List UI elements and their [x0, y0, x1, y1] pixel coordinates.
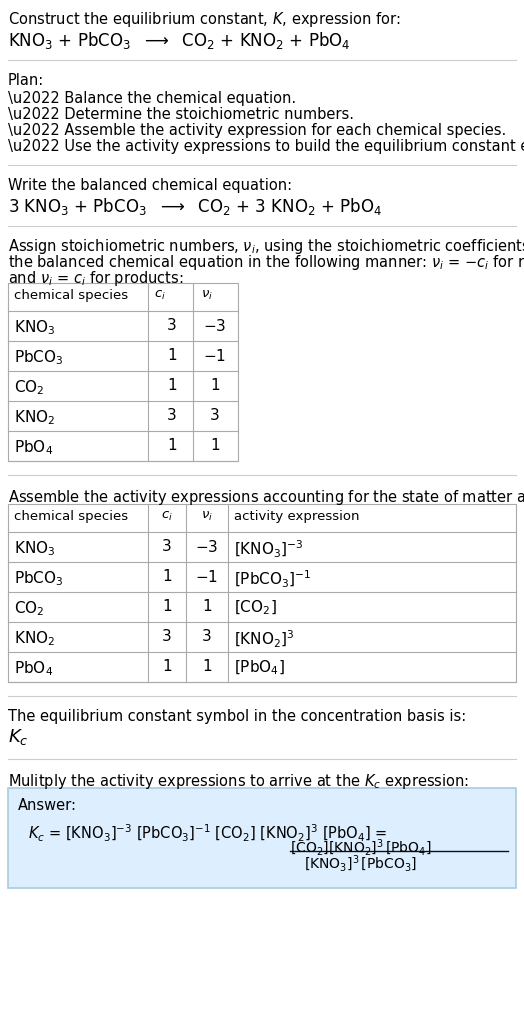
Text: 1: 1	[162, 599, 172, 614]
Text: $\mathit{\nu}_i$: $\mathit{\nu}_i$	[201, 510, 213, 523]
Text: 1: 1	[167, 348, 177, 363]
Text: $[\mathregular{PbO_4}]$: $[\mathregular{PbO_4}]$	[234, 659, 285, 677]
Text: chemical species: chemical species	[14, 510, 128, 523]
Text: 1: 1	[162, 659, 172, 674]
Text: $[\mathregular{PbCO_3}]^{-1}$: $[\mathregular{PbCO_3}]^{-1}$	[234, 569, 312, 590]
Text: $\mathit{K}_c$ = $[\mathregular{KNO_3}]^{-3}$ $[\mathregular{PbCO_3}]^{-1}$ $[\m: $\mathit{K}_c$ = $[\mathregular{KNO_3}]^…	[28, 823, 388, 844]
Text: \u2022 Balance the chemical equation.: \u2022 Balance the chemical equation.	[8, 91, 296, 106]
Text: 3: 3	[202, 629, 212, 644]
Text: $-$3: $-$3	[195, 539, 219, 555]
Text: $-$3: $-$3	[203, 318, 227, 334]
Text: $[\mathregular{CO_2}][\mathregular{KNO_2}]^3\,[\mathregular{PbO_4}]$: $[\mathregular{CO_2}][\mathregular{KNO_2…	[290, 838, 432, 858]
Bar	[8, 283, 238, 461]
Text: $\mathregular{CO_2}$: $\mathregular{CO_2}$	[14, 378, 45, 397]
Text: 3: 3	[210, 408, 220, 423]
Text: \u2022 Use the activity expressions to build the equilibrium constant expression: \u2022 Use the activity expressions to b…	[8, 139, 524, 154]
Text: $[\mathregular{KNO_2}]^3$: $[\mathregular{KNO_2}]^3$	[234, 629, 294, 650]
Text: Mulitply the activity expressions to arrive at the $\mathit{K}_c$ expression:: Mulitply the activity expressions to arr…	[8, 772, 469, 791]
Text: Assemble the activity expressions accounting for the state of matter and $\mathi: Assemble the activity expressions accoun…	[8, 488, 524, 507]
Text: Construct the equilibrium constant, $\mathit{K}$, expression for:: Construct the equilibrium constant, $\ma…	[8, 10, 401, 29]
Text: 1: 1	[167, 438, 177, 453]
Text: 1: 1	[210, 438, 220, 453]
Text: $-$1: $-$1	[203, 348, 226, 364]
Text: $\mathregular{PbCO_3}$: $\mathregular{PbCO_3}$	[14, 348, 63, 367]
Text: Write the balanced chemical equation:: Write the balanced chemical equation:	[8, 178, 292, 193]
Text: Assign stoichiometric numbers, $\mathit{\nu}_i$, using the stoichiometric coeffi: Assign stoichiometric numbers, $\mathit{…	[8, 237, 524, 256]
Text: 1: 1	[202, 599, 212, 614]
Text: 3: 3	[167, 408, 177, 423]
Bar	[8, 504, 516, 682]
Text: the balanced chemical equation in the following manner: $\mathit{\nu}_i$ = $-\ma: the balanced chemical equation in the fo…	[8, 253, 524, 272]
Text: $\mathregular{KNO_3}$: $\mathregular{KNO_3}$	[14, 318, 56, 337]
Text: $-$1: $-$1	[195, 569, 219, 585]
Text: 3 $\mathregular{KNO_3}$ + $\mathregular{PbCO_3}$  $\longrightarrow$  $\mathregul: 3 $\mathregular{KNO_3}$ + $\mathregular{…	[8, 196, 383, 217]
Text: 1: 1	[167, 378, 177, 393]
Text: $\mathregular{KNO_3}$ + $\mathregular{PbCO_3}$  $\longrightarrow$  $\mathregular: $\mathregular{KNO_3}$ + $\mathregular{Pb…	[8, 29, 351, 51]
Bar	[8, 788, 516, 888]
Text: chemical species: chemical species	[14, 289, 128, 302]
Text: 3: 3	[167, 318, 177, 333]
Text: $\mathregular{KNO_3}$: $\mathregular{KNO_3}$	[14, 539, 56, 557]
Text: The equilibrium constant symbol in the concentration basis is:: The equilibrium constant symbol in the c…	[8, 709, 466, 724]
Text: $\mathregular{CO_2}$: $\mathregular{CO_2}$	[14, 599, 45, 617]
Text: $[\mathregular{KNO_3}]^3\,[\mathregular{PbCO_3}]$: $[\mathregular{KNO_3}]^3\,[\mathregular{…	[304, 854, 417, 875]
Text: 1: 1	[210, 378, 220, 393]
Text: $\mathregular{PbO_4}$: $\mathregular{PbO_4}$	[14, 659, 53, 677]
Text: $\mathit{K}_c$: $\mathit{K}_c$	[8, 727, 29, 747]
Text: 3: 3	[162, 629, 172, 644]
Text: 1: 1	[162, 569, 172, 584]
Text: \u2022 Assemble the activity expression for each chemical species.: \u2022 Assemble the activity expression …	[8, 123, 506, 138]
Text: $[\mathregular{KNO_3}]^{-3}$: $[\mathregular{KNO_3}]^{-3}$	[234, 539, 304, 560]
Text: $\mathit{\nu}_i$: $\mathit{\nu}_i$	[201, 289, 213, 302]
Text: 3: 3	[162, 539, 172, 554]
Text: activity expression: activity expression	[234, 510, 359, 523]
Text: $\mathregular{PbO_4}$: $\mathregular{PbO_4}$	[14, 438, 53, 457]
Text: Plan:: Plan:	[8, 73, 44, 88]
Text: \u2022 Determine the stoichiometric numbers.: \u2022 Determine the stoichiometric numb…	[8, 107, 354, 122]
Text: $\mathregular{PbCO_3}$: $\mathregular{PbCO_3}$	[14, 569, 63, 588]
Text: $\mathit{c}_i$: $\mathit{c}_i$	[161, 510, 173, 523]
Text: Answer:: Answer:	[18, 798, 77, 813]
Text: 1: 1	[202, 659, 212, 674]
Text: $\mathit{c}_i$: $\mathit{c}_i$	[154, 289, 166, 302]
Text: $\mathregular{KNO_2}$: $\mathregular{KNO_2}$	[14, 629, 55, 648]
Text: and $\mathit{\nu}_i$ = $\mathit{c}_i$ for products:: and $\mathit{\nu}_i$ = $\mathit{c}_i$ fo…	[8, 270, 183, 288]
Text: $\mathregular{KNO_2}$: $\mathregular{KNO_2}$	[14, 408, 55, 427]
Text: $[\mathregular{CO_2}]$: $[\mathregular{CO_2}]$	[234, 599, 277, 617]
